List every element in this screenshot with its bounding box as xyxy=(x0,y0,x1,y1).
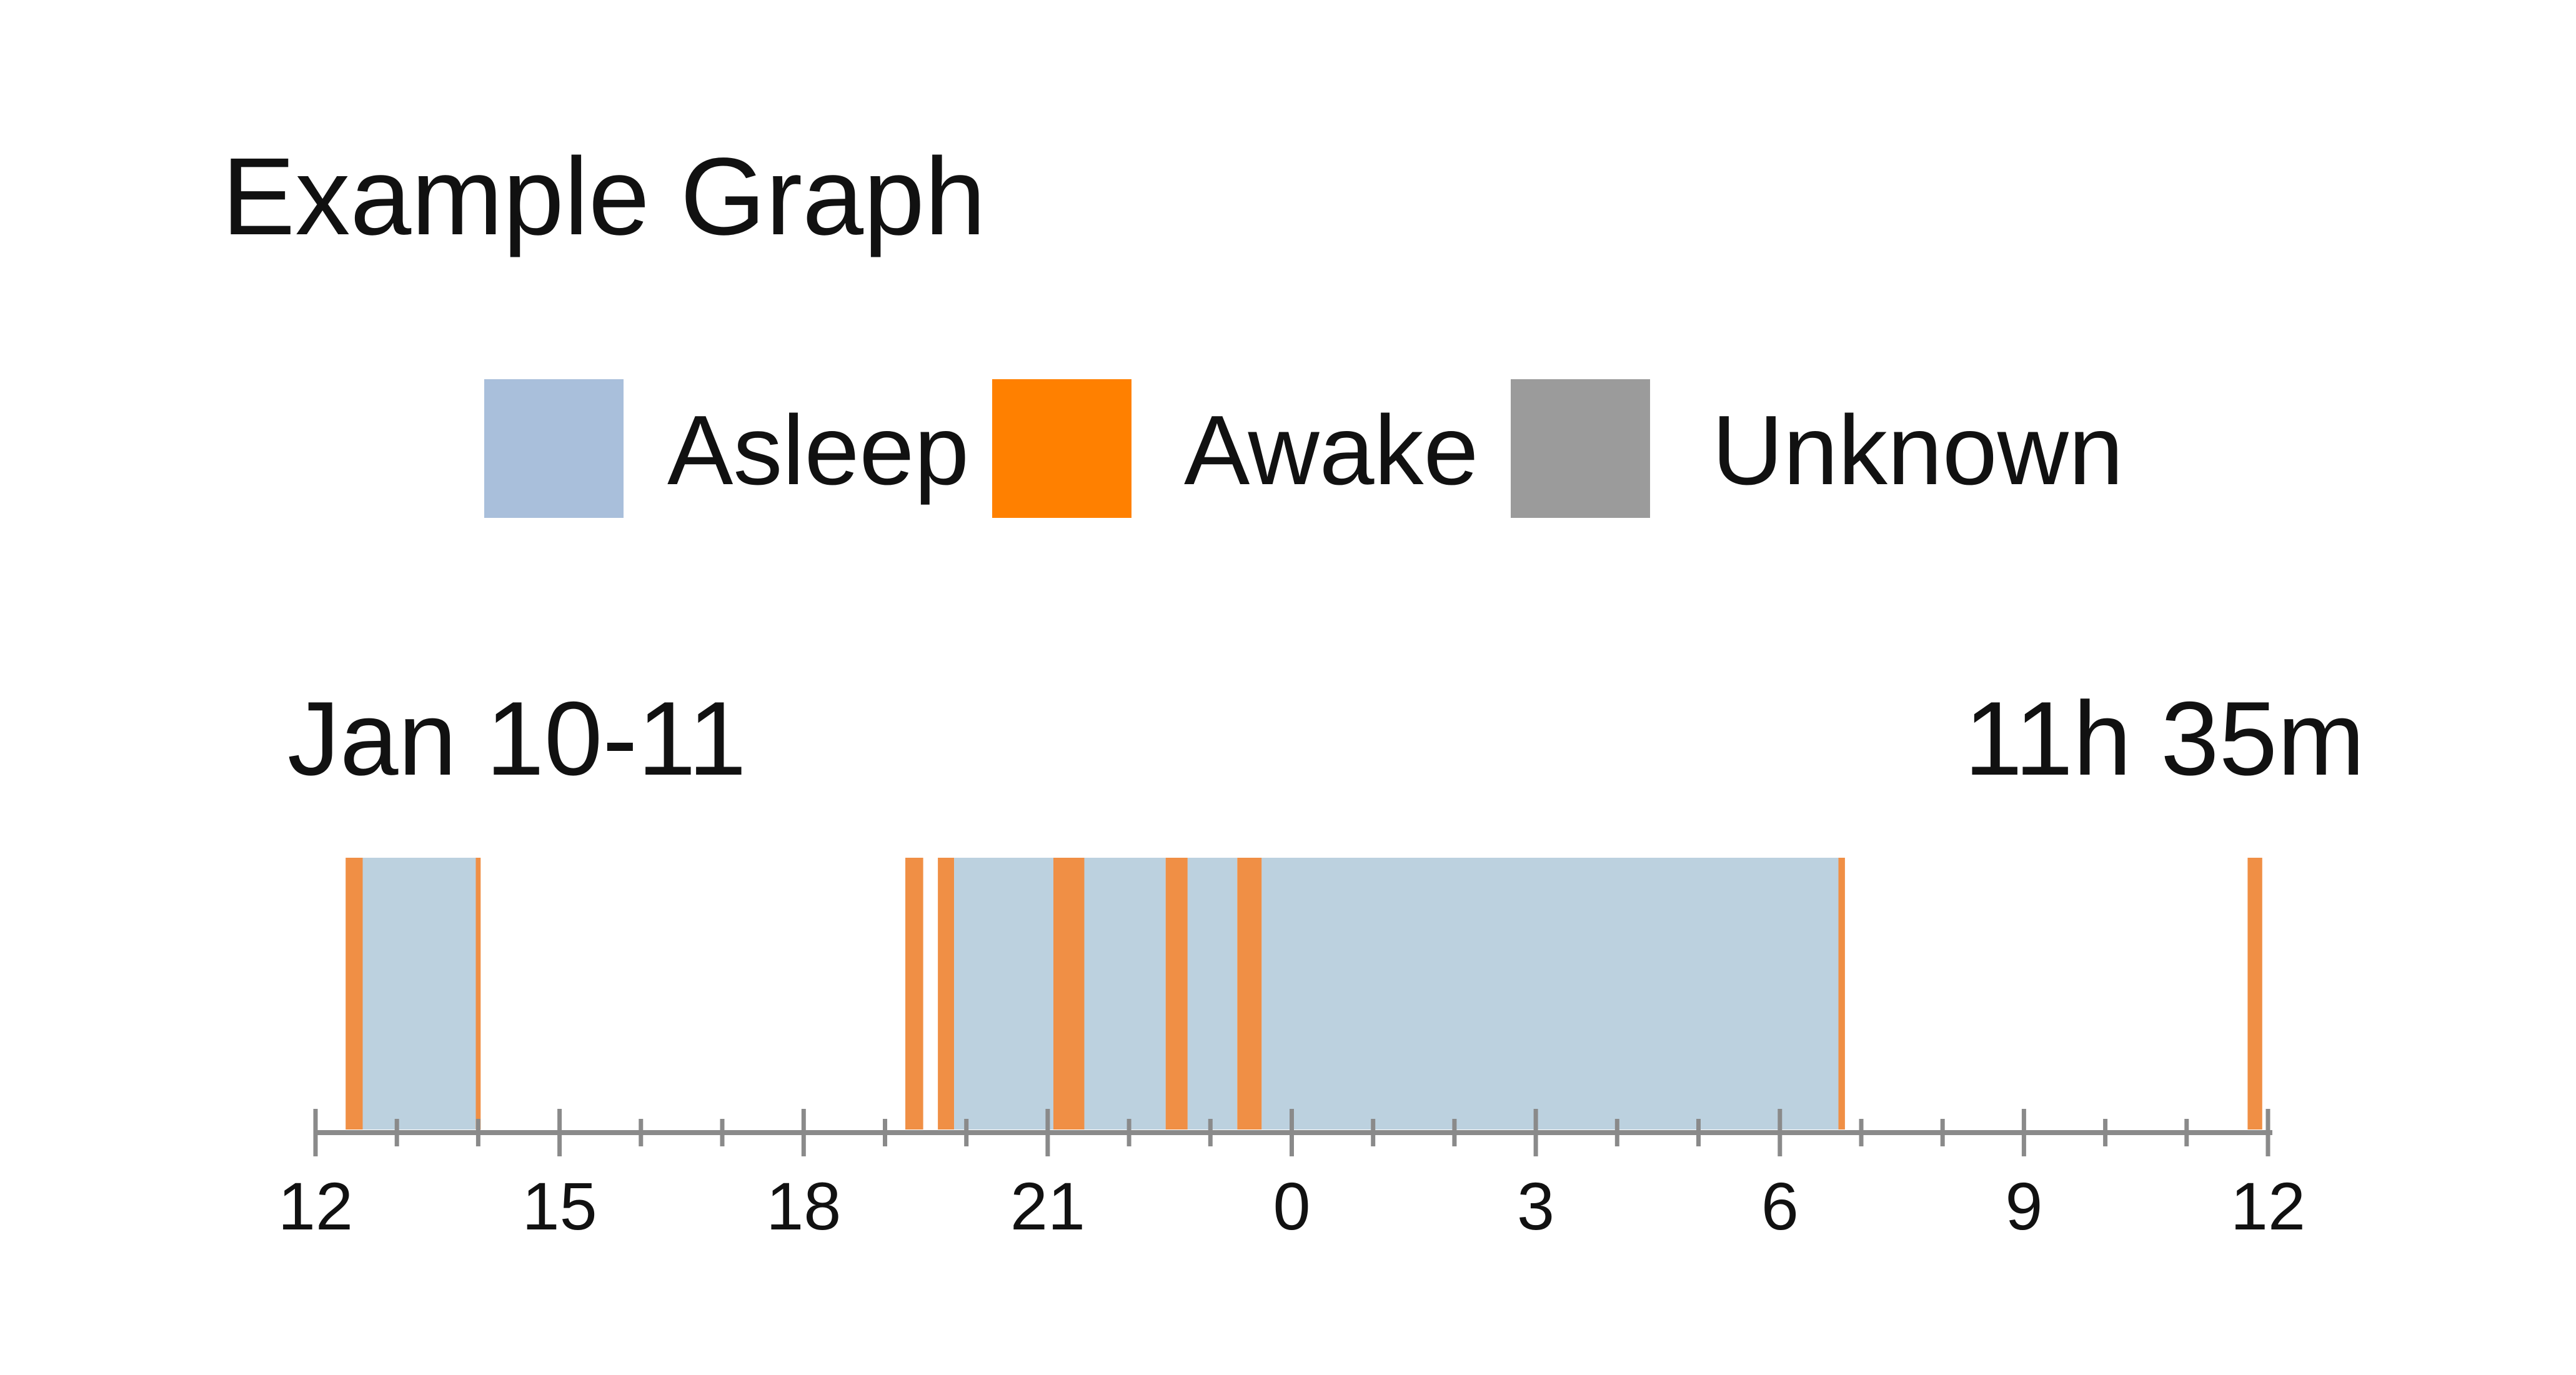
segment-awake xyxy=(2247,858,2262,1129)
date-label: Jan 10-11 xyxy=(287,680,747,797)
legend-swatch-awake xyxy=(992,379,1131,518)
segment-awake xyxy=(1053,858,1085,1129)
legend-label-asleep: Asleep xyxy=(667,395,969,505)
legend-swatch-asleep xyxy=(484,379,624,518)
total-duration-label: 11h 35m xyxy=(1964,680,2365,797)
tick-label: 12 xyxy=(2230,1168,2305,1244)
tick-label: 21 xyxy=(1010,1168,1085,1244)
segment-awake xyxy=(1237,858,1262,1129)
tick-label: 15 xyxy=(522,1168,597,1244)
segment-awake xyxy=(905,858,923,1129)
segment-asleep xyxy=(1084,858,1166,1129)
segment-awake xyxy=(1165,858,1188,1129)
time-axis: 12 15 18 21 0 3 6 9 12 xyxy=(278,1109,2305,1244)
segment-asleep xyxy=(1261,858,1839,1129)
tick-label: 6 xyxy=(1761,1168,1799,1244)
sleep-segments xyxy=(346,858,2262,1129)
segment-awake xyxy=(938,858,955,1129)
tick-label: 9 xyxy=(2005,1168,2042,1244)
legend-swatch-unknown xyxy=(1511,379,1650,518)
tick-label: 3 xyxy=(1517,1168,1554,1244)
legend-label-unknown: Unknown xyxy=(1712,395,2124,505)
segment-asleep xyxy=(362,858,476,1129)
tick-label: 0 xyxy=(1273,1168,1310,1244)
axis-ticks xyxy=(313,1109,2270,1156)
tick-label: 18 xyxy=(766,1168,841,1244)
segment-awake xyxy=(475,858,481,1129)
segment-asleep xyxy=(954,858,1053,1129)
segment-awake xyxy=(1838,858,1845,1129)
segment-awake xyxy=(346,858,363,1129)
axis-tick-labels: 12 15 18 21 0 3 6 9 12 xyxy=(278,1168,2305,1244)
tick-label: 12 xyxy=(278,1168,353,1244)
legend-label-awake: Awake xyxy=(1184,395,1478,505)
segment-asleep xyxy=(1187,858,1238,1129)
legend: Asleep Awake Unknown xyxy=(484,379,2124,518)
chart-title: Example Graph xyxy=(222,136,986,258)
